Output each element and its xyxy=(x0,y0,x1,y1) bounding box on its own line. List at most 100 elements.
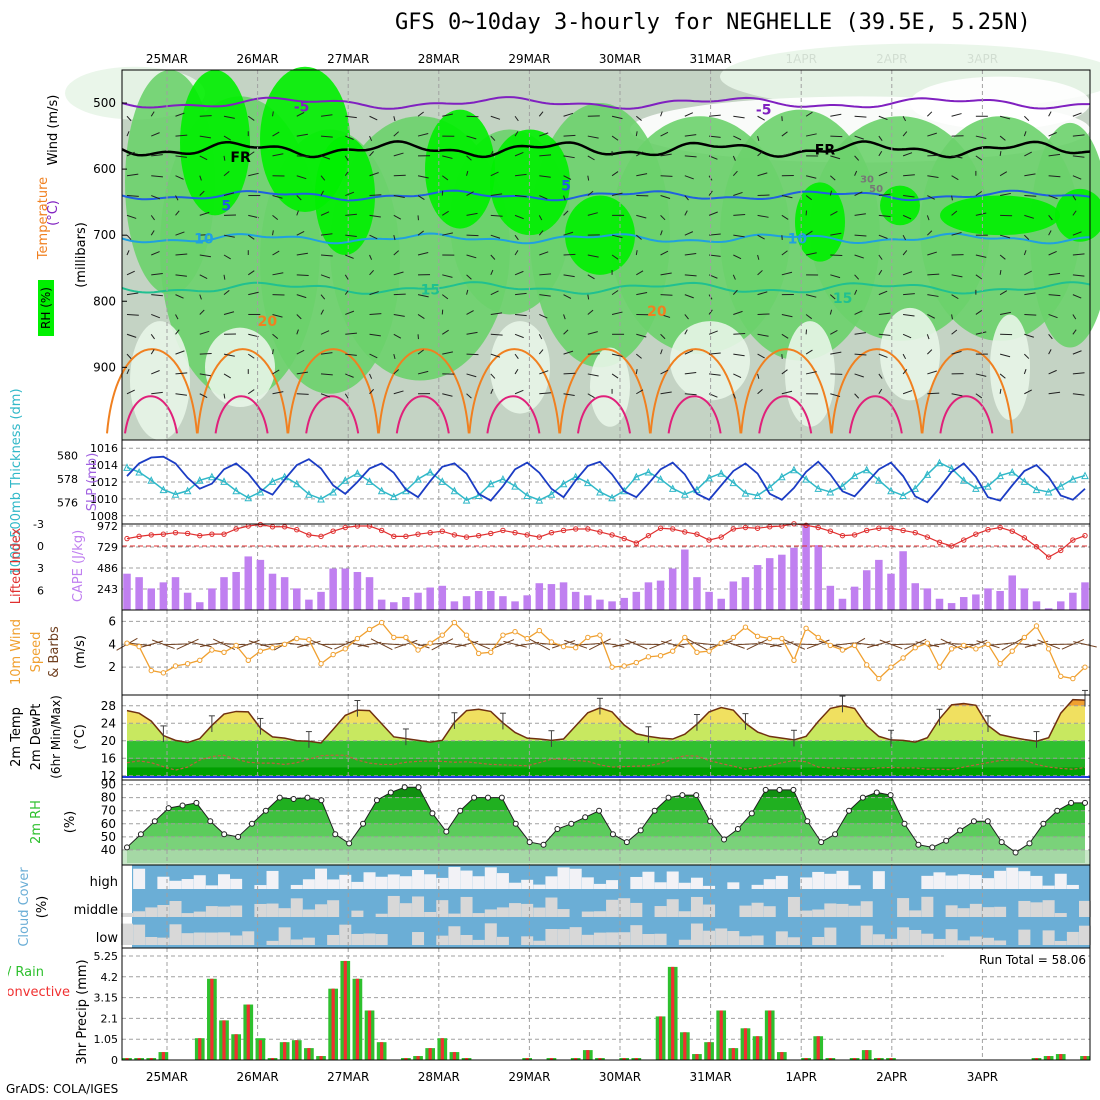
lifted-index-point xyxy=(330,528,336,534)
wind10-barb xyxy=(357,641,382,647)
cloud-cell xyxy=(387,895,400,917)
wind-barb xyxy=(150,349,155,355)
wind-barb xyxy=(999,151,1002,156)
thickness-point xyxy=(147,476,156,484)
wind10-point xyxy=(803,625,809,631)
cloud-cell xyxy=(836,870,849,889)
cape-bar xyxy=(850,586,859,610)
wind-barb xyxy=(126,234,132,241)
thickness-point xyxy=(1056,481,1065,490)
cape-bar xyxy=(741,577,750,610)
cape-bar xyxy=(147,588,156,610)
wind-barb xyxy=(514,270,524,276)
wind10-point xyxy=(767,635,773,642)
wind-barb xyxy=(369,388,375,395)
cape-bar xyxy=(317,591,325,610)
wind10-point xyxy=(451,619,458,626)
wind10-point xyxy=(609,664,615,670)
wind-barb xyxy=(150,215,155,221)
wind-barb xyxy=(442,351,453,355)
wind-barb xyxy=(1048,215,1053,221)
rh2m-point xyxy=(623,839,630,846)
wind10-barb xyxy=(515,641,540,647)
cloud-cell xyxy=(969,875,982,889)
rh2m-point xyxy=(790,786,797,793)
wind10-point xyxy=(488,649,494,655)
isotherm-10 xyxy=(121,232,1091,245)
cape-bar xyxy=(341,568,350,610)
wind-barb xyxy=(272,313,283,318)
wind-barb xyxy=(927,132,937,137)
wind-barb xyxy=(442,329,449,335)
wind10-point xyxy=(306,637,312,643)
thickness-tick-label: 580 xyxy=(57,450,78,463)
wind-barb xyxy=(1072,210,1077,216)
wind-barb xyxy=(757,172,768,177)
cloud-cell xyxy=(133,868,146,889)
cloud-cell xyxy=(630,902,643,917)
wind-barb xyxy=(1048,294,1061,297)
cloud-cell xyxy=(327,879,340,889)
wind-barb xyxy=(757,214,769,218)
cape-bar xyxy=(559,582,568,610)
precip-convective-bar xyxy=(622,1058,626,1060)
wind-barb xyxy=(1048,313,1058,319)
rh-region xyxy=(670,321,750,401)
wind-barb xyxy=(199,115,212,117)
wind-barb xyxy=(442,210,449,216)
thickness-point xyxy=(972,484,980,492)
rh2m-point xyxy=(762,786,769,793)
wind-barb xyxy=(393,195,405,198)
contour-label: 5 xyxy=(561,179,571,195)
date-label-bottom: 31MAR xyxy=(690,1070,732,1084)
cape-bar xyxy=(183,592,192,610)
wind-barb xyxy=(175,210,180,216)
thickness-point xyxy=(911,484,920,492)
wind-barb xyxy=(369,151,375,157)
wind-barb xyxy=(563,294,572,299)
rh2m-point xyxy=(707,818,714,825)
rh2m-point xyxy=(165,805,172,812)
wind-barb xyxy=(854,332,866,335)
lifted-index-point xyxy=(342,524,348,531)
lifted-index-point xyxy=(512,529,518,536)
wind-barb xyxy=(854,254,864,259)
cloud-cell xyxy=(1018,900,1031,917)
thickness-point xyxy=(826,487,835,496)
cloud-cell xyxy=(145,907,158,917)
wind10-point xyxy=(172,663,179,669)
cape-bar xyxy=(280,577,289,610)
cloud-cell xyxy=(181,879,194,889)
wind-barb xyxy=(175,393,187,396)
wind-barb xyxy=(466,234,479,237)
wind-barb xyxy=(563,134,576,137)
wind-barb xyxy=(126,292,139,296)
cloud-cell xyxy=(557,867,570,889)
wind-barb xyxy=(635,353,642,359)
thickness-point xyxy=(438,477,447,485)
wind-barb xyxy=(369,373,373,379)
thickness-point xyxy=(753,491,762,499)
cloud-cell xyxy=(460,896,473,917)
lifted-index-point xyxy=(427,529,433,536)
wind-barb xyxy=(320,393,331,398)
wind-barb xyxy=(975,331,987,335)
wind10-barb xyxy=(589,638,611,651)
precip-convective-bar xyxy=(634,1058,638,1060)
wind-barb xyxy=(902,250,908,256)
wind10-barb xyxy=(260,642,285,647)
lifted-index-point xyxy=(985,527,991,533)
chart-title: GFS 0~10day 3-hourly for NEGHELLE (39.5E… xyxy=(395,10,1031,35)
wind10-barb xyxy=(891,643,916,646)
isotherm-5 xyxy=(121,189,1091,202)
wind-barb xyxy=(660,215,666,221)
wind-barb xyxy=(1048,391,1061,395)
wind10-unit-label: (m/s) xyxy=(73,635,88,669)
rh-region xyxy=(785,321,835,427)
thickness-point xyxy=(195,476,204,484)
precip-convective-bar xyxy=(852,1058,857,1060)
wind-barb xyxy=(272,214,279,221)
wind-barb xyxy=(757,254,760,260)
wind-barb xyxy=(733,353,745,357)
wind-barb xyxy=(1048,175,1061,178)
